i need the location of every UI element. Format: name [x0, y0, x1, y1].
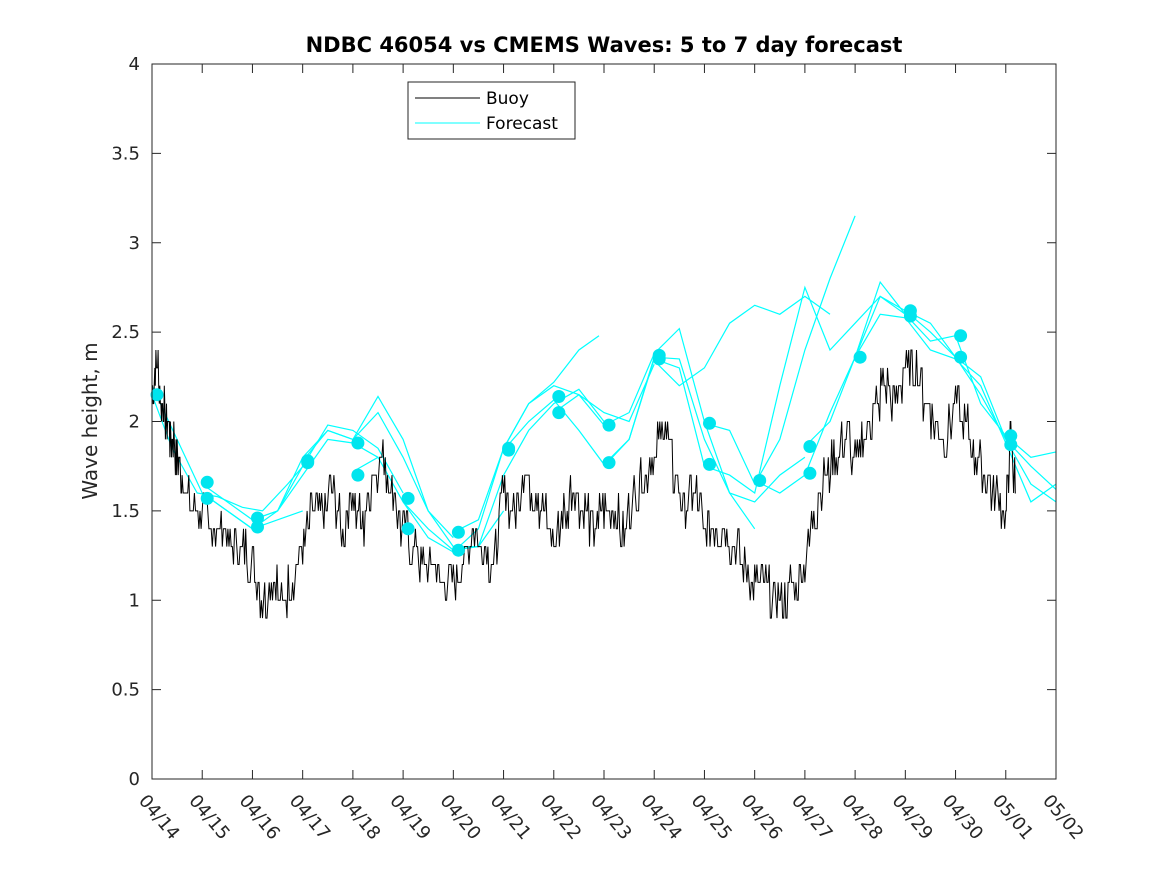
forecast-marker	[1004, 429, 1018, 443]
y-tick-label: 0.5	[111, 680, 140, 701]
forecast-marker	[401, 491, 415, 505]
chart-title: NDBC 46054 vs CMEMS Waves: 5 to 7 day fo…	[306, 33, 903, 57]
forecast-marker	[552, 406, 566, 420]
forecast-marker	[451, 543, 465, 557]
forecast-marker	[251, 511, 264, 525]
forecast-marker	[954, 350, 968, 364]
forecast-marker	[301, 456, 315, 470]
y-tick-label: 2.5	[111, 322, 140, 343]
legend-box	[407, 81, 576, 140]
y-axis-ticks: 0 0.5 1 1.5 2 2.5 3 3.5 4	[111, 54, 1056, 790]
forecast-marker	[251, 520, 264, 534]
forecast-marker	[954, 329, 968, 343]
forecast-marker	[652, 352, 666, 366]
forecast-line	[352, 335, 600, 553]
forecast-marker	[903, 309, 917, 323]
forecast-line	[704, 215, 856, 486]
forecast-line	[453, 364, 655, 533]
forecast-marker	[351, 436, 365, 450]
forecast-markers	[150, 304, 1018, 557]
y-tick-label: 3	[129, 233, 140, 254]
buoy-line	[152, 349, 1016, 619]
forecast-line	[402, 388, 605, 551]
axes-box	[151, 63, 1057, 780]
forecast-line	[905, 310, 1057, 503]
forecast-marker	[703, 416, 716, 430]
forecast-line	[553, 327, 806, 503]
forecast-line	[653, 295, 831, 387]
y-tick-label: 2	[129, 412, 140, 433]
forecast-marker	[602, 418, 616, 432]
legend-forecast-label: Forecast	[486, 114, 558, 134]
y-tick-label: 3.5	[111, 143, 140, 164]
forecast-marker	[803, 440, 817, 453]
forecast-marker	[552, 390, 566, 403]
legend-buoy-label: Buoy	[486, 89, 529, 109]
forecast-marker	[1004, 438, 1018, 452]
forecast-marker	[200, 491, 214, 505]
y-tick-label: 0	[129, 769, 140, 790]
forecast-marker	[803, 466, 817, 480]
y-tick-label: 1.5	[111, 501, 140, 522]
forecast-marker	[753, 474, 767, 487]
forecast-marker	[351, 468, 365, 482]
y-tick-label: 4	[129, 54, 140, 75]
forecast-line	[201, 438, 379, 521]
forecast-marker	[451, 525, 465, 539]
forecast-marker	[150, 388, 164, 402]
y-axis-label: Wave height, m	[78, 342, 102, 499]
y-tick-label: 1	[129, 590, 140, 611]
forecast-marker	[853, 350, 867, 364]
forecast-marker	[502, 441, 516, 455]
forecast-marker	[401, 522, 415, 536]
forecast-marker	[200, 475, 214, 489]
forecast-marker	[602, 456, 616, 470]
forecast-marker	[703, 457, 716, 471]
legend: Buoy Forecast	[407, 81, 576, 140]
